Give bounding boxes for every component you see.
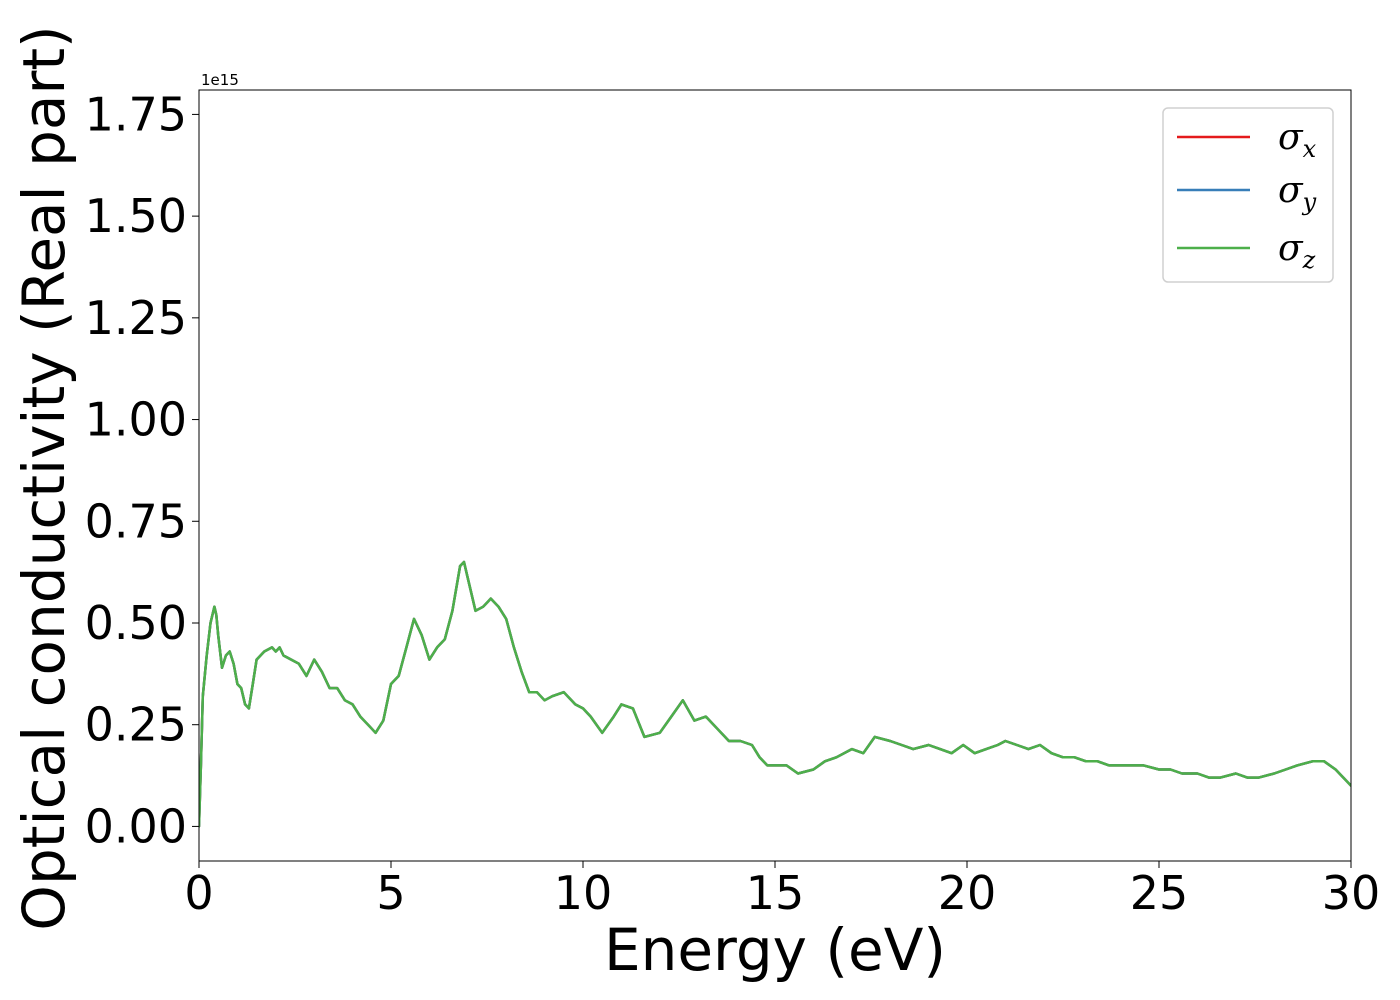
y-tick-label: 1.00 bbox=[85, 393, 187, 447]
legend-label-z: σz bbox=[1278, 228, 1316, 274]
y-tick-label: 0.00 bbox=[85, 799, 187, 853]
legend: σx σy σz bbox=[1162, 107, 1334, 283]
y-offset-label: 1e15 bbox=[201, 71, 239, 89]
legend-label-y: σy bbox=[1278, 170, 1317, 216]
x-tick-label: 10 bbox=[554, 866, 613, 920]
plot-area bbox=[198, 89, 1352, 862]
y-tick-label: 0.25 bbox=[85, 698, 187, 752]
series-layer bbox=[199, 560, 1351, 828]
y-tick-label: 1.75 bbox=[85, 87, 187, 141]
y-axis-label: Optical conductivity (Real part) bbox=[10, 25, 78, 930]
y-axis-ticks: 0.00 0.25 0.50 0.75 1.00 1.25 1.50 1.75 bbox=[85, 87, 199, 853]
y-tick-label: 0.50 bbox=[85, 596, 187, 650]
x-tick-label: 20 bbox=[938, 866, 997, 920]
y-tick-label: 1.25 bbox=[85, 291, 187, 345]
x-axis-ticks: 0 5 10 15 20 25 30 bbox=[184, 861, 1380, 920]
legend-box bbox=[1162, 107, 1334, 283]
legend-label-x: σx bbox=[1278, 117, 1317, 163]
series-line-z bbox=[199, 560, 1351, 828]
x-tick-label: 0 bbox=[184, 866, 213, 920]
y-tick-label: 1.50 bbox=[85, 189, 187, 243]
x-tick-label: 5 bbox=[376, 866, 405, 920]
x-tick-label: 15 bbox=[746, 866, 805, 920]
x-axis-label: Energy (eV) bbox=[604, 916, 946, 984]
y-tick-label: 0.75 bbox=[85, 494, 187, 548]
x-tick-label: 25 bbox=[1130, 866, 1189, 920]
x-tick-label: 30 bbox=[1322, 866, 1381, 920]
